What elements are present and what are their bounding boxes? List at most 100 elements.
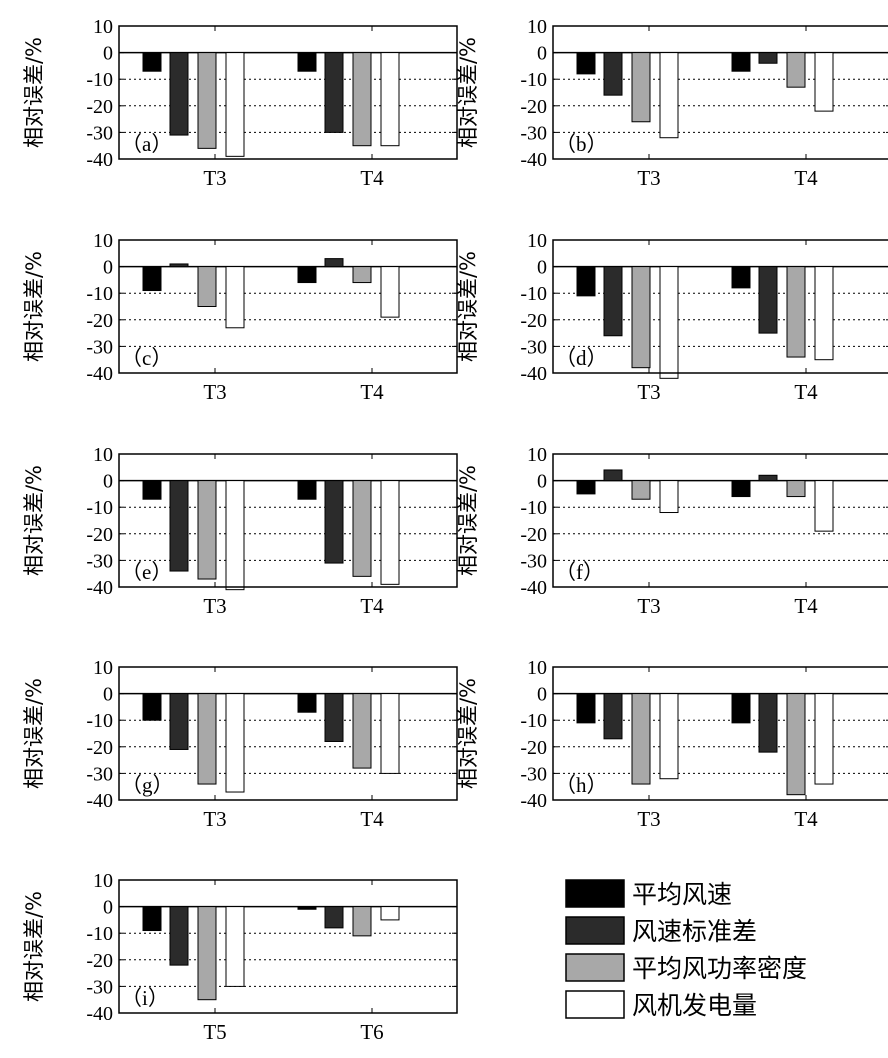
y-tick-label: -10	[520, 710, 547, 732]
y-axis-label: 相对误差/%	[22, 891, 46, 1002]
bar-d-t4-s4	[814, 266, 834, 361]
y-tick-label: -10	[86, 69, 113, 91]
y-axis-label: 相对误差/%	[456, 251, 480, 362]
bar-a-t3-s2	[169, 52, 189, 136]
plot-frame	[552, 25, 888, 160]
legend-swatch-mean-wind-speed	[565, 879, 625, 908]
y-tick-label: 10	[93, 657, 113, 679]
panel-label: （i）	[121, 986, 169, 1010]
bar-b-t4-s4	[814, 52, 834, 112]
y-tick-label: -20	[86, 950, 113, 972]
y-tick-label: 10	[527, 444, 547, 466]
bar-f-t3-s2	[603, 469, 623, 482]
bar-a-t3-s4	[225, 52, 245, 157]
panel-label: （g）	[121, 773, 174, 797]
bar-h-t4-s2	[758, 693, 778, 753]
bar-c-t4-s1	[297, 266, 317, 284]
y-tick-label: -40	[86, 577, 113, 599]
bar-e-t4-s2	[324, 480, 344, 564]
bar-h-t4-s1	[731, 693, 751, 724]
plot-frame	[552, 453, 888, 588]
panel-i: 10 0 -10 -20 -30 -40 T5 T6 （i） 相对误差/%	[22, 870, 458, 1044]
plot-frame	[552, 666, 888, 801]
panel-h: 10 0 -10 -20 -30 -40 T3 T4 （h） 相对误差/%	[456, 657, 888, 831]
y-tick-label: -10	[86, 283, 113, 305]
y-tick-label: -30	[520, 122, 547, 144]
y-tick-label: -20	[520, 310, 547, 332]
y-axis-label: 相对误差/%	[22, 465, 46, 576]
bar-d-t3-s3	[631, 266, 651, 369]
y-tick-label: -30	[86, 336, 113, 358]
plot-frame	[118, 25, 458, 160]
y-tick-label: -30	[86, 550, 113, 572]
x-category-label: T4	[794, 380, 818, 404]
bar-f-t3-s4	[659, 480, 679, 514]
x-category-label: T4	[794, 594, 818, 618]
y-tick-label: -20	[520, 737, 547, 759]
x-category-label: T4	[360, 380, 384, 404]
bar-e-t3-s4	[225, 480, 245, 591]
bar-c-t4-s3	[352, 266, 372, 284]
bar-c-t3-s3	[197, 266, 217, 308]
bar-i-t5-s4	[225, 906, 245, 987]
bar-b-t4-s2	[758, 52, 778, 64]
bar-g-t4-s4	[380, 693, 400, 774]
x-category-label: T3	[637, 166, 660, 190]
x-category-label: T3	[637, 380, 660, 404]
y-tick-label: -30	[86, 976, 113, 998]
y-tick-label: -20	[520, 96, 547, 118]
y-tick-label: -40	[520, 790, 547, 812]
bar-f-t3-s1	[576, 480, 596, 495]
x-category-label: T4	[360, 807, 384, 831]
bar-d-t4-s3	[786, 266, 806, 358]
bar-e-t4-s1	[297, 480, 317, 500]
bar-a-t3-s1	[142, 52, 162, 72]
y-tick-label: -40	[86, 790, 113, 812]
bar-i-t6-s1	[297, 906, 317, 910]
bar-d-t3-s1	[576, 266, 596, 297]
y-tick-label: -40	[520, 363, 547, 385]
bar-i-t5-s3	[197, 906, 217, 1001]
bar-e-t4-s4	[380, 480, 400, 585]
y-tick-label: -10	[520, 69, 547, 91]
bar-e-t3-s2	[169, 480, 189, 572]
y-tick-label: 0	[537, 471, 547, 493]
y-tick-label: 0	[537, 43, 547, 65]
panel-c: 10 0 -10 -20 -30 -40 T3 T4 （c） 相对误差/%	[22, 230, 458, 404]
bar-h-t3-s4	[659, 693, 679, 780]
y-tick-label: 10	[93, 16, 113, 38]
x-category-label: T3	[203, 166, 226, 190]
bar-c-t3-s1	[142, 266, 162, 292]
bar-g-t4-s1	[297, 693, 317, 713]
x-category-label: T3	[203, 594, 226, 618]
y-tick-label: 0	[537, 684, 547, 706]
y-tick-label: 10	[93, 444, 113, 466]
panel-label: （d）	[555, 346, 608, 370]
y-tick-label: -30	[520, 763, 547, 785]
y-tick-label: -10	[86, 497, 113, 519]
bar-d-t3-s4	[659, 266, 679, 379]
bar-i-t5-s2	[169, 906, 189, 966]
panel-label: （f）	[555, 560, 604, 584]
y-tick-label: -30	[86, 763, 113, 785]
bar-a-t4-s1	[297, 52, 317, 72]
panel-label: （h）	[555, 773, 608, 797]
bar-g-t4-s2	[324, 693, 344, 742]
bar-d-t4-s2	[758, 266, 778, 334]
legend-swatch-turbine-energy	[565, 990, 625, 1019]
y-tick-label: 0	[103, 257, 113, 279]
bar-f-t4-s2	[758, 474, 778, 482]
bar-e-t3-s3	[197, 480, 217, 580]
y-tick-label: 0	[103, 43, 113, 65]
x-category-label: T4	[360, 594, 384, 618]
y-tick-label: 0	[103, 897, 113, 919]
panel-b: 10 0 -10 -20 -30 -40 T3 T4 （b） 相对误差/%	[456, 16, 888, 190]
bar-g-t3-s4	[225, 693, 245, 793]
bar-e-t4-s3	[352, 480, 372, 577]
bar-b-t3-s1	[576, 52, 596, 75]
panel-label: （a）	[121, 132, 172, 156]
bar-c-t4-s2	[324, 258, 344, 268]
y-tick-label: -10	[86, 923, 113, 945]
x-category-label: T3	[637, 594, 660, 618]
